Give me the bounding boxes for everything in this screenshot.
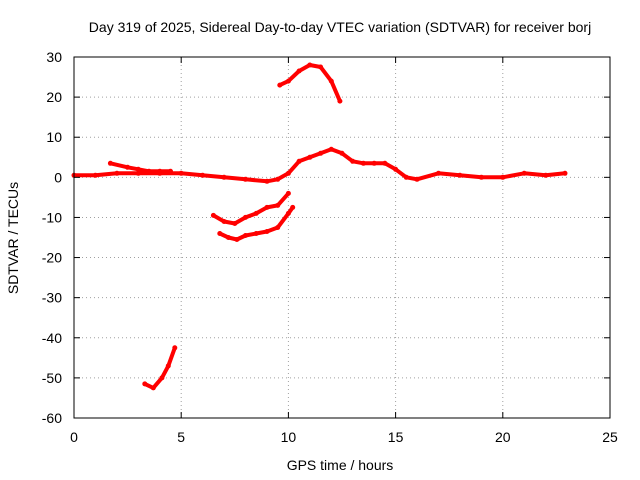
data-point: [328, 78, 334, 84]
data-point: [382, 160, 388, 166]
data-point: [232, 221, 238, 226]
data-point: [350, 158, 356, 164]
y-tick-label: -20: [42, 250, 62, 266]
data-point: [296, 68, 302, 74]
series-layer: [71, 62, 568, 391]
data-point: [543, 172, 549, 178]
data-point: [264, 178, 270, 184]
data-point: [275, 225, 281, 230]
data-point: [125, 164, 131, 170]
y-tick-label: 0: [54, 169, 62, 185]
chart-title: Day 319 of 2025, Sidereal Day-to-day VTE…: [89, 19, 591, 35]
data-point: [146, 168, 152, 174]
x-tick-label: 15: [388, 429, 404, 445]
data-point: [243, 233, 248, 238]
x-tick-label: 25: [602, 429, 618, 445]
data-point: [328, 146, 334, 152]
data-point: [393, 166, 399, 172]
x-tick-label: 10: [281, 429, 297, 445]
x-tick-label: 0: [70, 429, 78, 445]
data-point: [562, 170, 568, 176]
data-point: [178, 170, 184, 176]
data-point: [210, 212, 216, 218]
y-axis-label: SDTVAR / TECUs: [5, 182, 21, 294]
data-point: [275, 202, 281, 208]
data-point: [243, 214, 248, 220]
data-point: [114, 170, 120, 176]
data-point: [92, 172, 98, 178]
data-point: [217, 231, 223, 236]
data-point: [253, 231, 259, 236]
data-point: [521, 170, 527, 176]
data-point: [307, 154, 313, 160]
data-point: [285, 210, 291, 216]
data-point: [243, 176, 248, 182]
data-point: [221, 219, 227, 224]
x-tick-label: 5: [177, 429, 185, 445]
data-point: [457, 172, 463, 178]
data-point: [142, 381, 148, 387]
data-point: [221, 174, 227, 180]
data-point: [414, 176, 420, 182]
data-point: [200, 172, 206, 178]
data-point: [403, 174, 409, 180]
grid-lines: [74, 57, 610, 418]
data-point: [159, 375, 165, 381]
y-tick-label: 10: [46, 129, 62, 145]
y-tick-label: 30: [46, 49, 62, 65]
y-tick-label: -10: [42, 209, 62, 225]
data-point: [371, 160, 377, 166]
series-dip-arc: [142, 345, 177, 390]
data-point: [277, 82, 283, 88]
data-point: [500, 174, 506, 180]
data-point: [264, 229, 270, 234]
data-point: [436, 170, 441, 176]
data-point: [290, 204, 296, 210]
y-tick-label: -60: [42, 410, 62, 426]
data-point: [150, 385, 156, 391]
x-axis-label: GPS time / hours: [287, 457, 394, 473]
data-point: [478, 174, 484, 180]
x-tick-label: 20: [495, 429, 511, 445]
data-point: [165, 363, 171, 369]
data-point: [253, 210, 259, 216]
data-point: [318, 64, 324, 70]
data-point: [157, 168, 163, 174]
data-point: [285, 170, 291, 176]
data-point: [275, 176, 281, 182]
data-point: [234, 237, 240, 242]
axis-ticks: 0 5 10 15 20 25 -60 -50 -40 -30 -20 -10 0 10 20 30: [42, 49, 618, 445]
data-point: [107, 160, 113, 166]
y-tick-label: -50: [42, 370, 62, 386]
data-point: [285, 78, 291, 84]
data-point: [360, 160, 366, 166]
data-point: [168, 168, 173, 174]
data-point: [318, 150, 324, 156]
data-point: [285, 190, 291, 196]
y-tick-label: -40: [42, 330, 62, 346]
data-point: [337, 98, 343, 104]
data-point: [172, 345, 178, 351]
data-point: [339, 150, 345, 156]
data-point: [135, 166, 141, 172]
y-tick-label: 20: [46, 89, 62, 105]
data-point: [307, 62, 313, 68]
plot-frame: [73, 56, 611, 419]
data-point: [225, 235, 231, 240]
data-point: [296, 158, 302, 164]
y-tick-label: -30: [42, 290, 62, 306]
data-point: [264, 204, 270, 210]
data-point: [135, 170, 141, 176]
series-lower-track-a: [211, 191, 291, 226]
